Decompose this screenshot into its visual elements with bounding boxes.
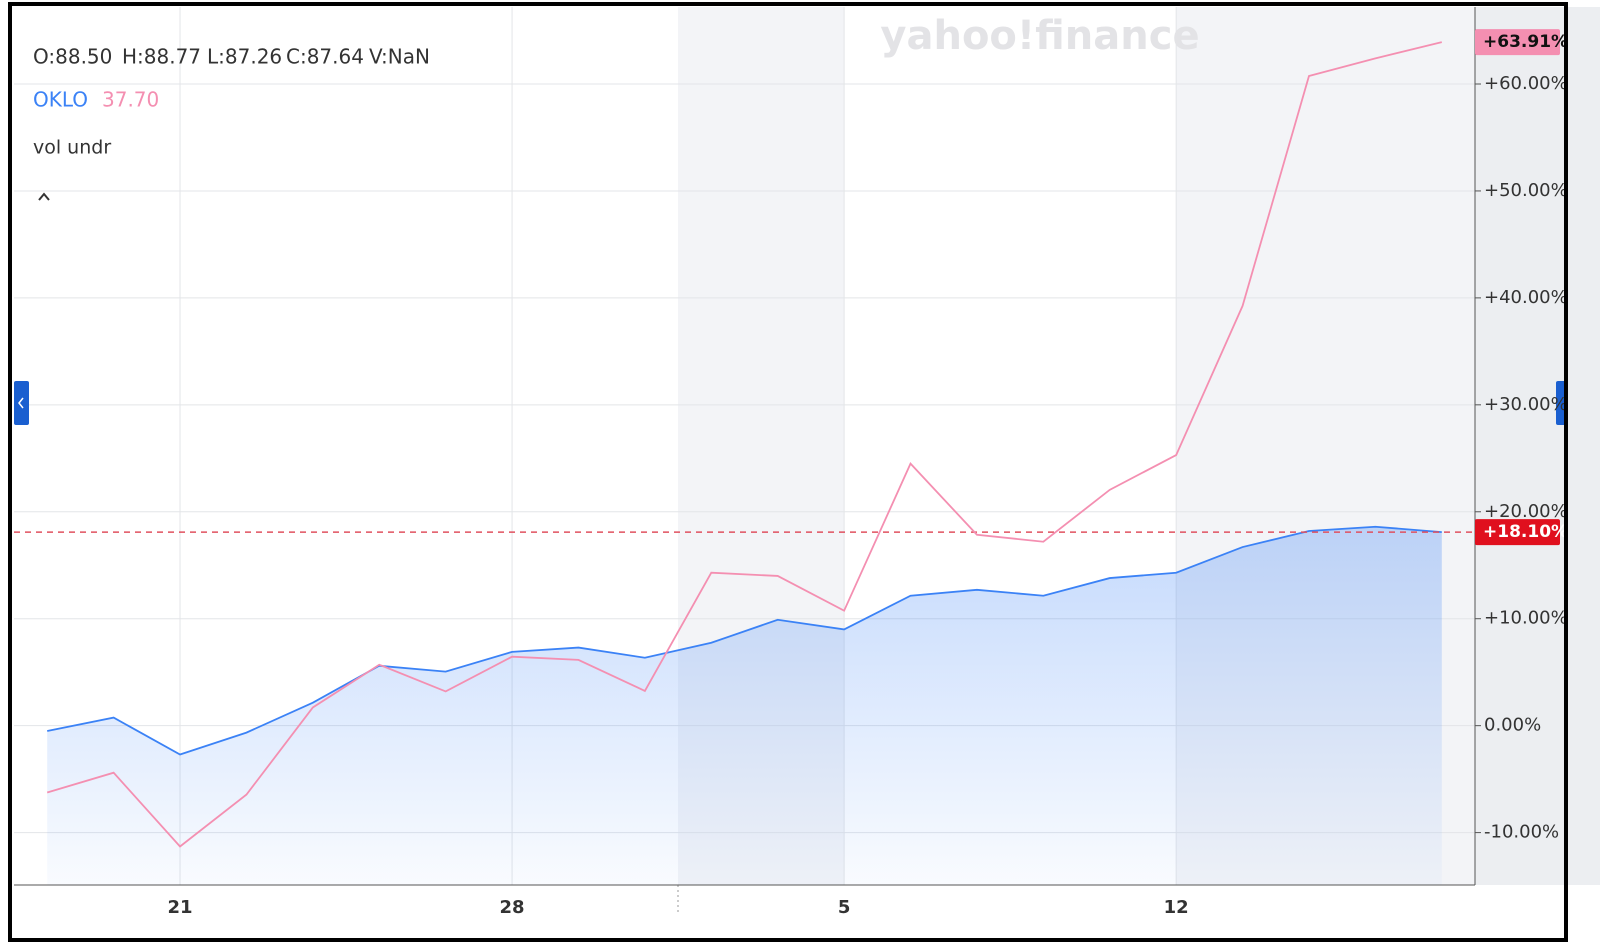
value-label: +63.91% <box>1483 32 1568 52</box>
ohlc-low: L:87.26 <box>207 45 282 69</box>
collapse-icon[interactable] <box>38 192 50 201</box>
plot <box>14 41 1475 885</box>
value-label: +18.10% <box>1483 522 1568 542</box>
legend-symbol[interactable]: OKLO <box>33 88 88 112</box>
y-tick-label: 0.00% <box>1484 715 1541 736</box>
x-tick-label: 5 <box>838 897 851 918</box>
x-tick-label: 28 <box>500 897 525 918</box>
y-tick-label: -10.00% <box>1484 822 1559 843</box>
value-badge <box>1475 29 1560 56</box>
left-handle-icon <box>18 397 24 409</box>
labels: -10.00% 0.00% +10.00% +20.00% +30.00% +40.00%… <box>167 29 1568 918</box>
series-line <box>47 525 1442 756</box>
y-tick-label: +30.00% <box>1484 394 1568 415</box>
ohlc-high: H:88.77 <box>122 45 201 69</box>
ohlc-volume: V:NaN <box>369 45 430 69</box>
y-tick-label: +40.00% <box>1484 287 1568 308</box>
area <box>47 526 1442 885</box>
ohlc-open: O:88.50 <box>33 45 112 69</box>
x-tick-label: 12 <box>1164 897 1189 918</box>
x-tick-label: 21 <box>167 897 192 918</box>
y-tick-label: +20.00% <box>1484 501 1568 522</box>
value-badge <box>1475 519 1560 546</box>
frame <box>8 2 1568 942</box>
legend-price: 37.70 <box>102 88 159 112</box>
y-tick-label: +10.00% <box>1484 608 1568 629</box>
y-tick-label: +60.00% <box>1484 73 1568 94</box>
series-line <box>46 41 1443 848</box>
study-label[interactable]: vol undr <box>33 137 111 159</box>
y-axis-panel <box>1475 7 1600 885</box>
watermark: yahoo!finance <box>880 13 1199 59</box>
y-tick-label: +50.00% <box>1484 180 1568 201</box>
left-handle[interactable] <box>14 381 29 425</box>
ohlc-close: C:87.64 <box>286 45 364 69</box>
